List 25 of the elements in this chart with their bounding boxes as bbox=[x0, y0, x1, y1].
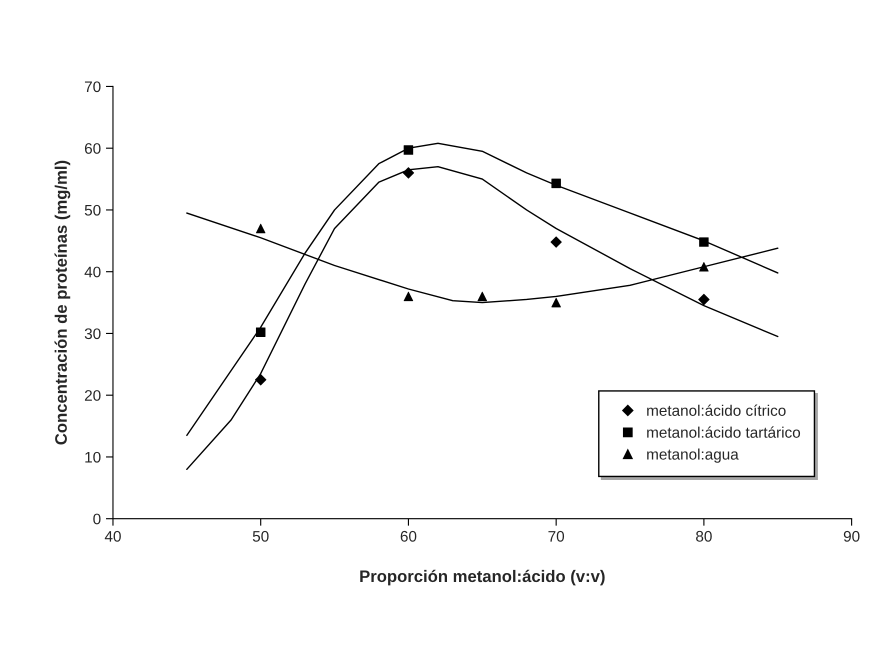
x-axis-title: Proporción metanol:ácido (v:v) bbox=[360, 570, 605, 586]
legend-label: metanol:ácido tartárico bbox=[647, 426, 800, 438]
y-tick-label: 0 bbox=[93, 514, 101, 524]
point bbox=[551, 298, 561, 308]
x-tick-label: 90 bbox=[844, 530, 860, 542]
y-tick-label: 70 bbox=[84, 81, 101, 92]
legend-label: metanol:ácido cítrico bbox=[647, 404, 786, 416]
y-axis-title: Concentración de proteínas (mg/ml) bbox=[54, 160, 70, 444]
y-tick-label: 20 bbox=[84, 390, 101, 401]
y-tick-label: 40 bbox=[84, 266, 101, 278]
point bbox=[404, 292, 414, 302]
y-tick-label: 10 bbox=[85, 452, 101, 463]
y-tick-label: 60 bbox=[84, 143, 101, 154]
point bbox=[478, 292, 488, 302]
x-tick-label: 80 bbox=[696, 530, 712, 542]
y-tick-label: 30 bbox=[84, 328, 101, 340]
y-tick-label: 50 bbox=[84, 204, 101, 216]
point bbox=[698, 294, 710, 306]
x-tick-label: 60 bbox=[400, 530, 416, 542]
legend-label: metanol:agua bbox=[647, 448, 739, 463]
point bbox=[256, 224, 266, 234]
x-tick-label: 50 bbox=[252, 530, 269, 542]
x-tick-label: 40 bbox=[104, 530, 121, 542]
x-tick-label: 70 bbox=[548, 530, 564, 542]
point bbox=[550, 236, 562, 248]
